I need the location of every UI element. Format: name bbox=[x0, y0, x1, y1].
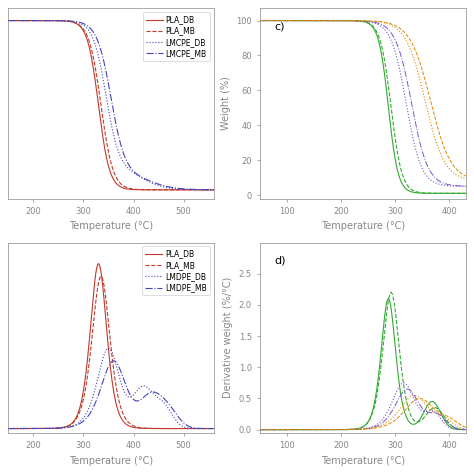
Line: LMCPE_DB: LMCPE_DB bbox=[9, 20, 214, 190]
LMCPE_DB bbox=[130, 170, 136, 175]
LMCPE_DB bbox=[137, 173, 142, 179]
LMDPE_DB bbox=[137, 385, 142, 391]
LMCPE_MB bbox=[137, 173, 142, 179]
LMDPE_DB bbox=[6, 426, 11, 431]
X-axis label: Temperature (°C): Temperature (°C) bbox=[321, 221, 405, 231]
PLA_DB bbox=[211, 426, 217, 431]
PLA_MB bbox=[18, 426, 24, 431]
LMDPE_DB bbox=[182, 425, 188, 430]
PLA_DB bbox=[130, 425, 136, 430]
PLA_DB bbox=[137, 425, 142, 431]
PLA_MB bbox=[182, 426, 188, 431]
PLA_MB bbox=[182, 187, 188, 192]
PLA_MB bbox=[130, 186, 136, 192]
LMDPE_DB bbox=[162, 400, 167, 406]
PLA_DB bbox=[130, 187, 136, 192]
PLA_MB bbox=[6, 426, 11, 431]
Line: PLA_DB: PLA_DB bbox=[9, 20, 214, 190]
LMCPE_MB bbox=[211, 187, 217, 192]
LMDPE_MB bbox=[18, 426, 24, 431]
PLA_DB bbox=[125, 422, 131, 428]
PLA_DB bbox=[18, 18, 24, 23]
LMCPE_DB bbox=[6, 18, 11, 23]
Line: PLA_DB: PLA_DB bbox=[9, 264, 214, 428]
PLA_DB bbox=[125, 186, 130, 192]
PLA_MB bbox=[137, 425, 142, 430]
PLA_DB bbox=[211, 187, 217, 192]
LMCPE_MB bbox=[18, 18, 24, 23]
PLA_MB bbox=[98, 273, 104, 279]
PLA_DB bbox=[161, 187, 167, 192]
X-axis label: Temperature (°C): Temperature (°C) bbox=[69, 221, 153, 231]
LMDPE_DB bbox=[106, 346, 111, 351]
LMCPE_DB bbox=[18, 18, 24, 23]
LMDPE_MB bbox=[137, 398, 142, 403]
PLA_DB bbox=[6, 18, 11, 23]
LMCPE_DB bbox=[211, 187, 217, 192]
LMDPE_MB bbox=[110, 358, 116, 364]
LMDPE_MB bbox=[130, 396, 136, 402]
Line: LMDPE_MB: LMDPE_MB bbox=[9, 361, 214, 428]
LMDPE_DB bbox=[211, 426, 217, 431]
PLA_MB bbox=[211, 426, 217, 431]
PLA_DB bbox=[96, 261, 101, 266]
PLA_MB bbox=[125, 185, 130, 191]
LMCPE_MB bbox=[130, 168, 136, 173]
LMDPE_DB bbox=[130, 392, 136, 398]
PLA_DB bbox=[6, 426, 11, 431]
LMCPE_MB bbox=[182, 186, 188, 192]
PLA_MB bbox=[211, 187, 217, 192]
LMCPE_MB bbox=[125, 160, 130, 166]
PLA_DB bbox=[162, 426, 167, 431]
LMDPE_MB bbox=[6, 426, 11, 431]
PLA_DB bbox=[182, 426, 188, 431]
Text: d): d) bbox=[274, 256, 286, 266]
LMCPE_DB bbox=[125, 165, 130, 171]
X-axis label: Temperature (°C): Temperature (°C) bbox=[321, 456, 405, 465]
X-axis label: Temperature (°C): Temperature (°C) bbox=[69, 456, 153, 465]
LMDPE_MB bbox=[162, 396, 167, 402]
Line: LMDPE_DB: LMDPE_DB bbox=[9, 348, 214, 428]
Legend: PLA_DB, PLA_MB, LMDPE_DB, LMDPE_MB: PLA_DB, PLA_MB, LMDPE_DB, LMDPE_MB bbox=[142, 246, 210, 295]
LMCPE_DB bbox=[182, 186, 188, 192]
LMCPE_DB bbox=[161, 184, 167, 190]
PLA_MB bbox=[125, 419, 131, 425]
LMDPE_DB bbox=[18, 426, 24, 431]
LMDPE_MB bbox=[211, 426, 217, 431]
PLA_MB bbox=[137, 187, 142, 192]
LMDPE_DB bbox=[125, 394, 131, 400]
Line: PLA_MB: PLA_MB bbox=[9, 276, 214, 428]
PLA_MB bbox=[162, 426, 167, 431]
Y-axis label: Derivative weight (%/°C): Derivative weight (%/°C) bbox=[223, 277, 233, 398]
PLA_MB bbox=[18, 18, 24, 23]
PLA_MB bbox=[161, 187, 167, 192]
PLA_MB bbox=[130, 423, 136, 428]
PLA_DB bbox=[18, 426, 24, 431]
Line: LMCPE_MB: LMCPE_MB bbox=[9, 20, 214, 190]
LMDPE_MB bbox=[125, 387, 131, 393]
Y-axis label: Weight (%): Weight (%) bbox=[221, 76, 231, 130]
Text: c): c) bbox=[274, 22, 285, 32]
LMDPE_MB bbox=[182, 421, 188, 427]
PLA_DB bbox=[182, 187, 188, 192]
LMCPE_MB bbox=[161, 183, 167, 189]
Line: PLA_MB: PLA_MB bbox=[9, 20, 214, 190]
LMCPE_MB bbox=[6, 18, 11, 23]
PLA_DB bbox=[137, 187, 142, 192]
Legend: PLA_DB, PLA_MB, LMCPE_DB, LMCPE_MB: PLA_DB, PLA_MB, LMCPE_DB, LMCPE_MB bbox=[143, 12, 210, 61]
PLA_MB bbox=[6, 18, 11, 23]
